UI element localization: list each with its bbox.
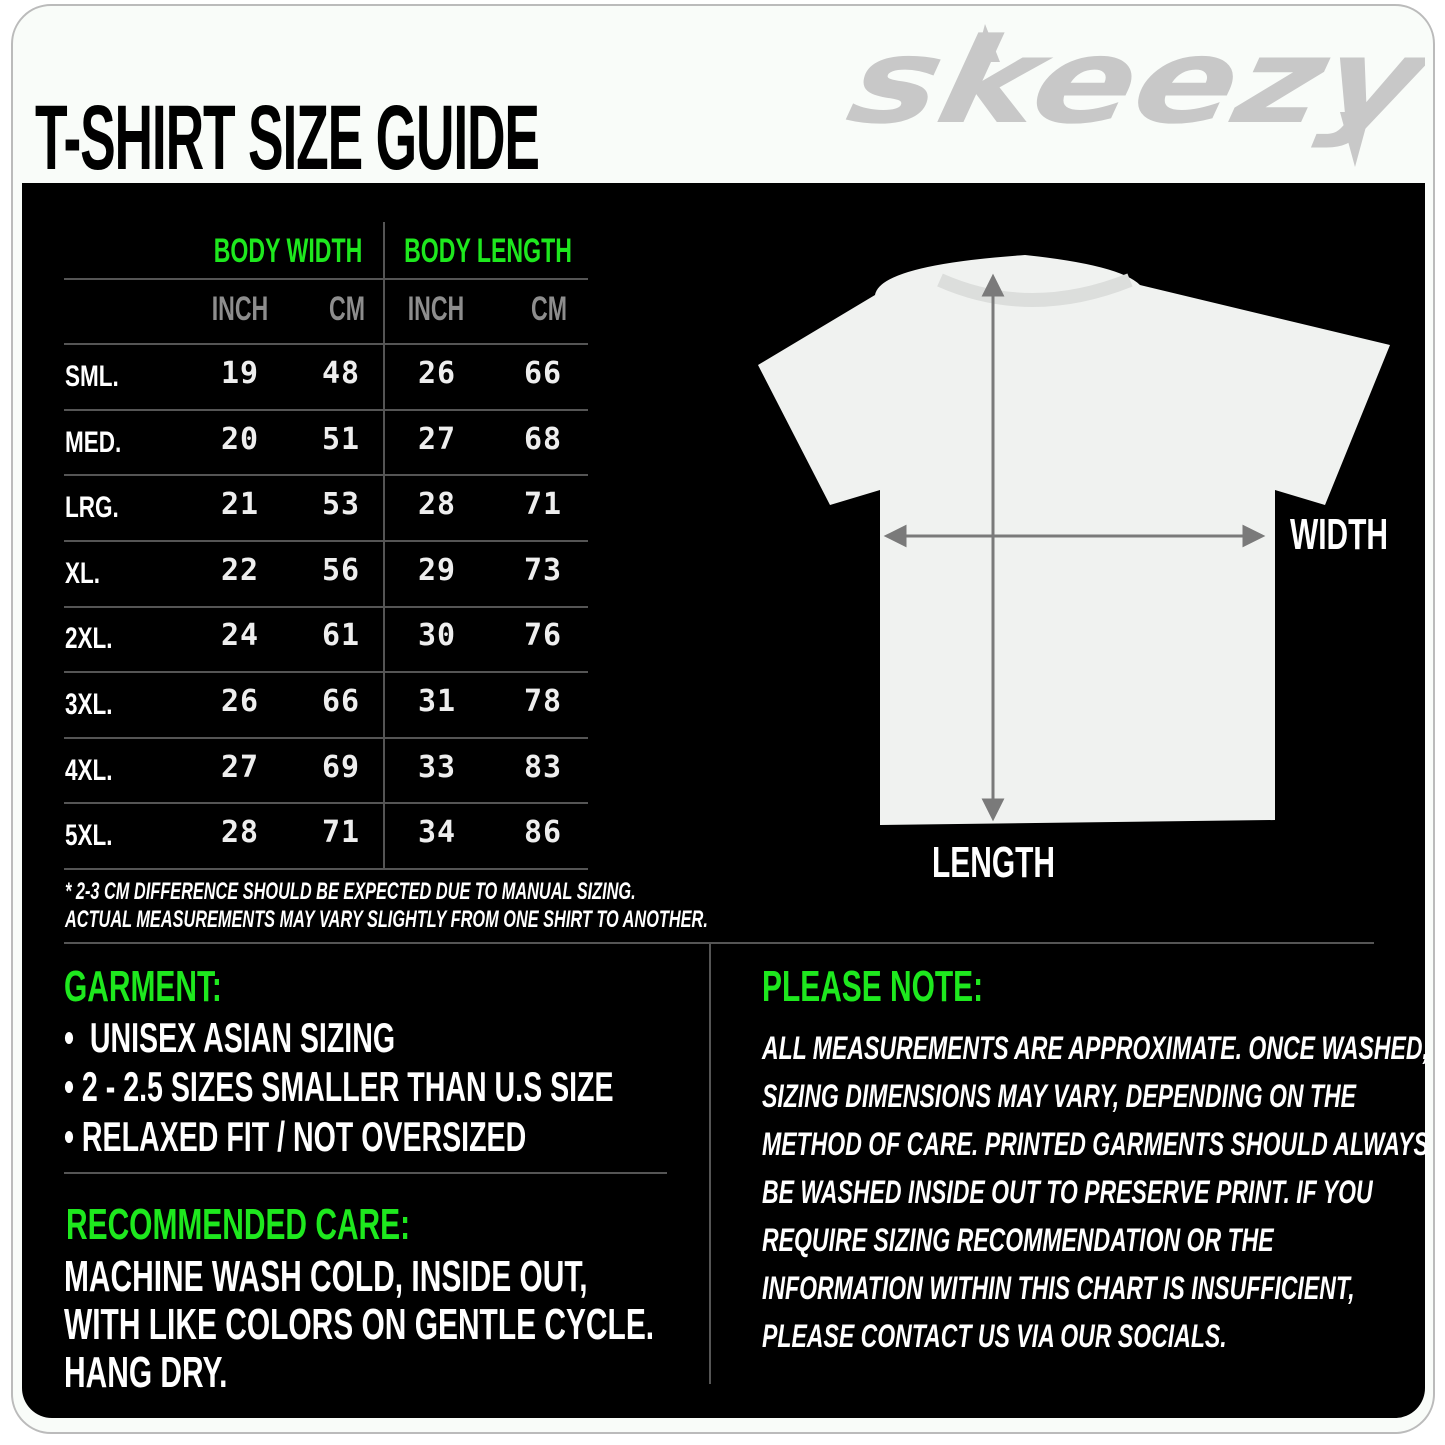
row-divider [64, 606, 588, 608]
size-label: 2XL. [65, 622, 113, 656]
brand-logo: skeezy [838, 22, 1425, 167]
measurement-cell: 61 [321, 618, 361, 654]
measurement-cell: 24 [220, 618, 260, 654]
measurement-cell: 19 [220, 356, 260, 391]
measurement-cell: 68 [523, 421, 563, 457]
row-divider [64, 540, 588, 542]
garment-item: • RELAXED FIT / NOT OVERSIZED [64, 1113, 527, 1160]
note-line: BE WASHED INSIDE OUT TO PRESERVE PRINT. … [762, 1174, 1373, 1210]
note-line: INFORMATION WITHIN THIS CHART IS INSUFFI… [762, 1270, 1355, 1306]
measurement-cell: 22 [220, 552, 260, 588]
row-divider [64, 474, 588, 476]
measurement-cell: 76 [523, 618, 563, 654]
measurement-cell: 86 [523, 815, 563, 851]
note-line: ALL MEASUREMENTS ARE APPROXIMATE. ONCE W… [762, 1030, 1429, 1066]
note-line: SIZING DIMENSIONS MAY VARY, DEPENDING ON… [762, 1078, 1357, 1114]
measurement-cell: 71 [321, 815, 361, 851]
unit-length-inch: INCH [407, 290, 465, 328]
care-line: HANG DRY. [64, 1348, 228, 1397]
section-divider [64, 1172, 667, 1174]
measurement-cell: 73 [523, 552, 563, 588]
garment-item: • UNISEX ASIAN SIZING [64, 1014, 396, 1061]
size-label: LRG. [65, 491, 119, 525]
measurement-cell: 71 [523, 487, 563, 523]
measurement-cell: 69 [321, 749, 361, 785]
tshirt-diagram [758, 255, 1390, 825]
garment-item: • 2 - 2.5 SIZES SMALLER THAN U.S SIZE [64, 1063, 614, 1110]
size-label: 4XL. [65, 753, 113, 787]
note-line: METHOD OF CARE. PRINTED GARMENTS SHOULD … [762, 1126, 1429, 1162]
garment-item-text: 2 - 2.5 SIZES SMALLER THAN U.S SIZE [81, 1063, 614, 1110]
length-label: LENGTH [932, 838, 1056, 887]
size-label: XL. [65, 556, 101, 590]
header-body-length: BODY LENGTH [404, 232, 572, 270]
unit-width-cm: CM [329, 290, 365, 328]
row-divider [64, 409, 588, 411]
measurement-cell: 56 [321, 552, 361, 588]
size-label: 3XL. [65, 688, 113, 721]
measurement-cell: 51 [321, 421, 361, 457]
measurement-cell: 28 [220, 815, 260, 851]
measurement-cell: 66 [523, 356, 563, 391]
measurement-cell: 33 [417, 749, 457, 785]
header-body-width: BODY WIDTH [213, 232, 363, 270]
row-divider [64, 737, 588, 739]
measurement-cell: 20 [220, 421, 260, 457]
row-divider [64, 868, 588, 870]
measurement-cell: 26 [220, 684, 260, 719]
column-divider [383, 222, 385, 868]
measurement-cell: 27 [220, 749, 260, 785]
measurement-cell: 26 [417, 356, 457, 391]
svg-text:skeezy: skeezy [838, 22, 1425, 151]
measurement-cell: 48 [321, 356, 361, 391]
measurement-cell: 83 [523, 749, 563, 785]
measurement-cell: 27 [417, 421, 457, 457]
measurement-cell: 30 [417, 618, 457, 654]
width-label: WIDTH [1290, 510, 1389, 559]
measurement-cell: 53 [321, 487, 361, 523]
measurement-cell: 31 [417, 684, 457, 719]
measurement-cell: 78 [523, 684, 563, 719]
garment-item-text: UNISEX ASIAN SIZING [89, 1014, 396, 1061]
measurement-cell: 34 [417, 815, 457, 851]
unit-length-cm: CM [531, 290, 567, 328]
section-divider-vertical [709, 944, 711, 1384]
width-arrow-icon [883, 524, 1266, 548]
page-title: T-SHIRT SIZE GUIDE [35, 87, 540, 189]
size-label: SML. [65, 360, 119, 393]
footnote-line: ACTUAL MEASUREMENTS MAY VARY SLIGHTLY FR… [65, 906, 708, 933]
row-divider [64, 802, 588, 804]
measurement-cell: 29 [417, 552, 457, 588]
note-line: REQUIRE SIZING RECOMMENDATION OR THE [762, 1222, 1274, 1258]
unit-width-inch: INCH [211, 290, 269, 328]
row-divider [64, 278, 588, 280]
care-line: WITH LIKE COLORS ON GENTLE CYCLE. [64, 1300, 655, 1349]
measurement-cell: 28 [417, 487, 457, 523]
note-heading: PLEASE NOTE: [762, 962, 984, 1011]
footnote-line: * 2-3 CM DIFFERENCE SHOULD BE EXPECTED D… [65, 878, 636, 905]
size-label: 5XL. [65, 819, 113, 853]
length-arrow-icon [981, 273, 1005, 822]
measurement-cell: 21 [220, 487, 260, 523]
note-line: PLEASE CONTACT US VIA OUR SOCIALS. [762, 1318, 1227, 1354]
care-heading: RECOMMENDED CARE: [66, 1200, 411, 1249]
garment-heading: GARMENT: [64, 962, 222, 1011]
row-divider [64, 343, 588, 345]
measurement-cell: 66 [321, 684, 361, 719]
tshirt-shape [758, 255, 1390, 825]
row-divider [64, 671, 588, 673]
section-divider [64, 942, 1374, 944]
garment-item-text: RELAXED FIT / NOT OVERSIZED [81, 1113, 527, 1160]
care-line: MACHINE WASH COLD, INSIDE OUT, [64, 1252, 588, 1301]
size-label: MED. [65, 425, 122, 459]
